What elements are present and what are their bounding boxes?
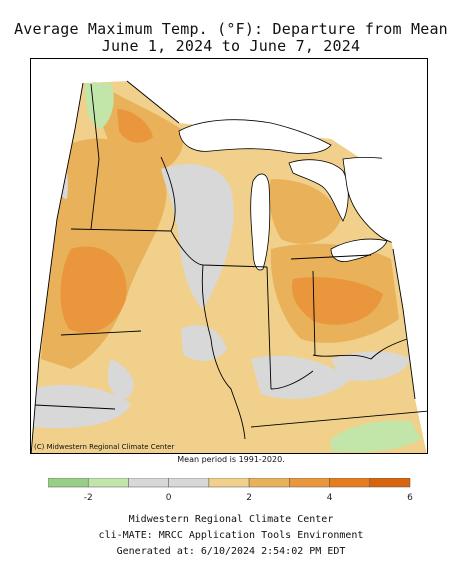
oh-ky-border bbox=[312, 338, 408, 360]
il-in-border bbox=[266, 266, 272, 390]
il-west-border bbox=[201, 264, 246, 440]
mean-period-note: Mean period is 1991-2020. bbox=[177, 455, 285, 464]
zone-iowa-hot bbox=[60, 246, 127, 333]
zone-wv-neutral bbox=[331, 351, 411, 381]
legend-swatch bbox=[289, 478, 330, 488]
ky-tn-border bbox=[250, 410, 427, 428]
legend-swatch bbox=[329, 478, 371, 488]
zone-michigan bbox=[269, 179, 341, 244]
ia-il-wi-border bbox=[170, 230, 268, 268]
zone-se-cool bbox=[331, 420, 421, 453]
lake-huron bbox=[288, 159, 349, 222]
great-lakes bbox=[31, 59, 427, 453]
legend-swatch bbox=[369, 478, 411, 488]
color-legend: -202468 bbox=[48, 478, 413, 503]
legend-swatch bbox=[48, 478, 89, 488]
legend-tick-label: 0 bbox=[166, 493, 172, 503]
zone-wisconsin-neutral bbox=[161, 164, 234, 309]
map-title: Average Maximum Temp. (°F): Departure fr… bbox=[14, 20, 448, 38]
legend-swatch bbox=[208, 478, 250, 488]
map-date-range: June 1, 2024 to June 7, 2024 bbox=[101, 37, 361, 55]
west-edge bbox=[31, 82, 84, 453]
zone-ohio-hot bbox=[291, 277, 383, 325]
map-canvas bbox=[31, 59, 427, 453]
zone-arrowhead-hot bbox=[117, 109, 153, 143]
legend-swatch bbox=[248, 478, 290, 488]
footer-tool: cli-MATE: MRCC Application Tools Environ… bbox=[98, 530, 364, 541]
mn-west-border bbox=[90, 83, 100, 230]
east-edge bbox=[392, 248, 416, 400]
in-oh-border bbox=[312, 270, 316, 356]
canada-border bbox=[126, 80, 180, 124]
legend-swatch bbox=[168, 478, 210, 488]
zone-kentucky-neutral bbox=[251, 355, 351, 399]
legend-tick-label: 2 bbox=[246, 493, 252, 503]
zone-indiana-neutral bbox=[181, 325, 227, 361]
east-blank bbox=[377, 63, 427, 447]
lake-michigan bbox=[250, 173, 271, 271]
departure-map bbox=[30, 58, 428, 454]
legend-swatch bbox=[87, 478, 129, 488]
state-boundaries bbox=[31, 80, 427, 453]
legend-tick-label: 6 bbox=[407, 493, 413, 503]
mi-oh-border bbox=[290, 254, 372, 260]
in-ky-border bbox=[270, 370, 314, 390]
mo-ks-border bbox=[34, 404, 116, 410]
footer-generated: Generated at: 6/10/2024 2:54:02 PM EDT bbox=[116, 546, 346, 557]
canada-blank bbox=[31, 59, 427, 119]
ia-mo-border bbox=[60, 330, 142, 336]
map-fill bbox=[31, 81, 427, 453]
mn-wi-border bbox=[160, 156, 176, 232]
west-blank bbox=[31, 59, 83, 453]
lake-superior bbox=[178, 119, 332, 154]
legend-swatch bbox=[128, 478, 169, 488]
footer-center: Midwestern Regional Climate Center bbox=[128, 514, 334, 525]
legend-tick-label: 4 bbox=[327, 493, 333, 503]
copyright-credit: (C) Midwestern Regional Climate Center bbox=[34, 443, 175, 451]
mn-ia-border bbox=[70, 228, 172, 232]
zone-mo-small-neutral bbox=[107, 359, 134, 399]
zone-missouri-neutral bbox=[31, 384, 131, 429]
legend-tick-label: -2 bbox=[84, 493, 93, 503]
